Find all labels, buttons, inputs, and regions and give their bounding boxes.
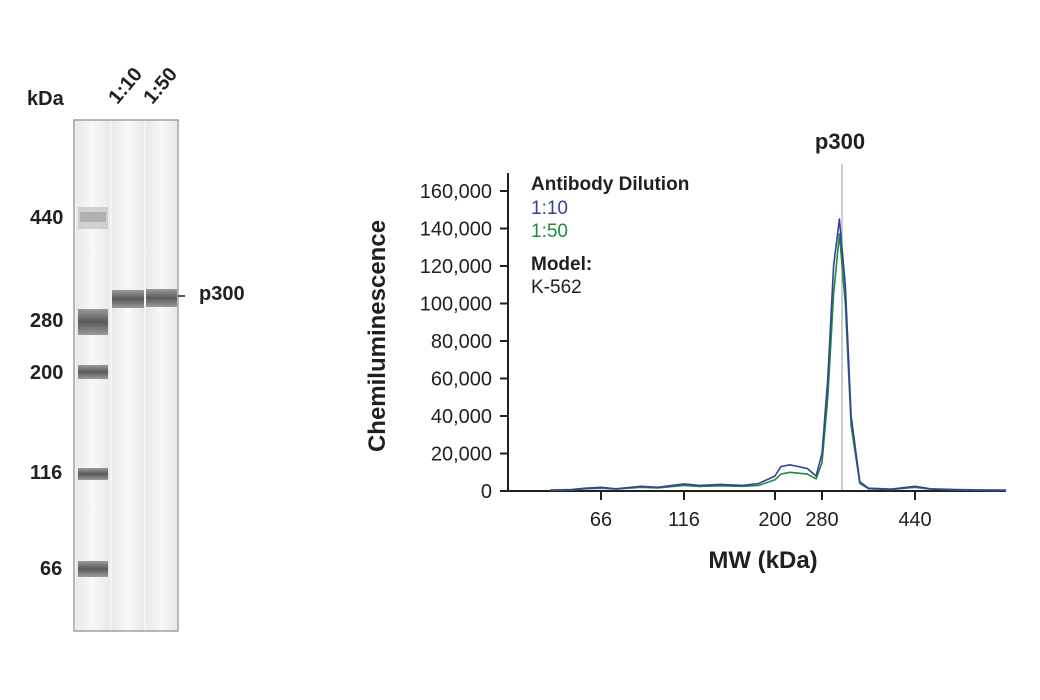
y-tick-label: 120,000	[420, 256, 492, 278]
x-axis-title: MW (kDa)	[708, 547, 817, 574]
p300-band-label: p300	[199, 283, 245, 305]
legend-series-2: 1:50	[531, 221, 568, 242]
x-tick-label: 66	[590, 509, 612, 531]
legend-title: Antibody Dilution	[531, 174, 689, 195]
sample-lane-2	[146, 121, 177, 630]
series-line-1-50	[550, 233, 1007, 492]
legend-model-value: K-562	[531, 277, 582, 298]
y-tick-label: 160,000	[420, 181, 492, 203]
y-tick-label: 60,000	[431, 369, 492, 391]
ladder-band-116	[78, 468, 108, 480]
y-tick-label: 40,000	[431, 406, 492, 428]
peak-label: p300	[815, 129, 865, 154]
series-line-1-10	[550, 218, 1007, 491]
legend-series-1: 1:10	[531, 198, 568, 219]
marker-label-200: 200	[30, 362, 64, 384]
marker-label-116: 116	[30, 462, 63, 484]
ladder-band-280	[78, 309, 108, 335]
legend-model-title: Model:	[531, 254, 592, 275]
electropherogram-chart: 160,000 140,000 120,000 100,000 80,000 60,000…	[364, 129, 1007, 574]
gel-unit-label: kDa	[27, 88, 64, 110]
x-tick-label: 116	[668, 509, 700, 531]
x-tick-label: 280	[805, 509, 838, 531]
marker-label-440: 440	[30, 207, 64, 229]
marker-label-66: 66	[40, 558, 63, 580]
p300-band-lane-2	[146, 289, 177, 307]
marker-label-280: 280	[30, 310, 64, 332]
lane-header-2: 1:50	[139, 63, 182, 109]
gel-image	[73, 119, 185, 632]
sample-lane-1	[112, 121, 144, 630]
lane-header-1: 1:10	[104, 63, 147, 109]
x-tick-label: 200	[758, 509, 791, 531]
p300-band-lane-1	[112, 290, 144, 308]
ladder-band-200	[78, 365, 108, 379]
y-tick-label: 100,000	[420, 294, 492, 316]
ladder-band-66	[78, 561, 108, 577]
y-tick-label: 20,000	[431, 444, 492, 466]
x-tick-label: 440	[898, 509, 931, 531]
y-tick-label: 80,000	[431, 331, 492, 353]
y-tick-label: 140,000	[420, 219, 492, 241]
y-tick-label: 0	[481, 481, 492, 503]
y-axis-title: Chemiluminescence	[364, 220, 391, 452]
